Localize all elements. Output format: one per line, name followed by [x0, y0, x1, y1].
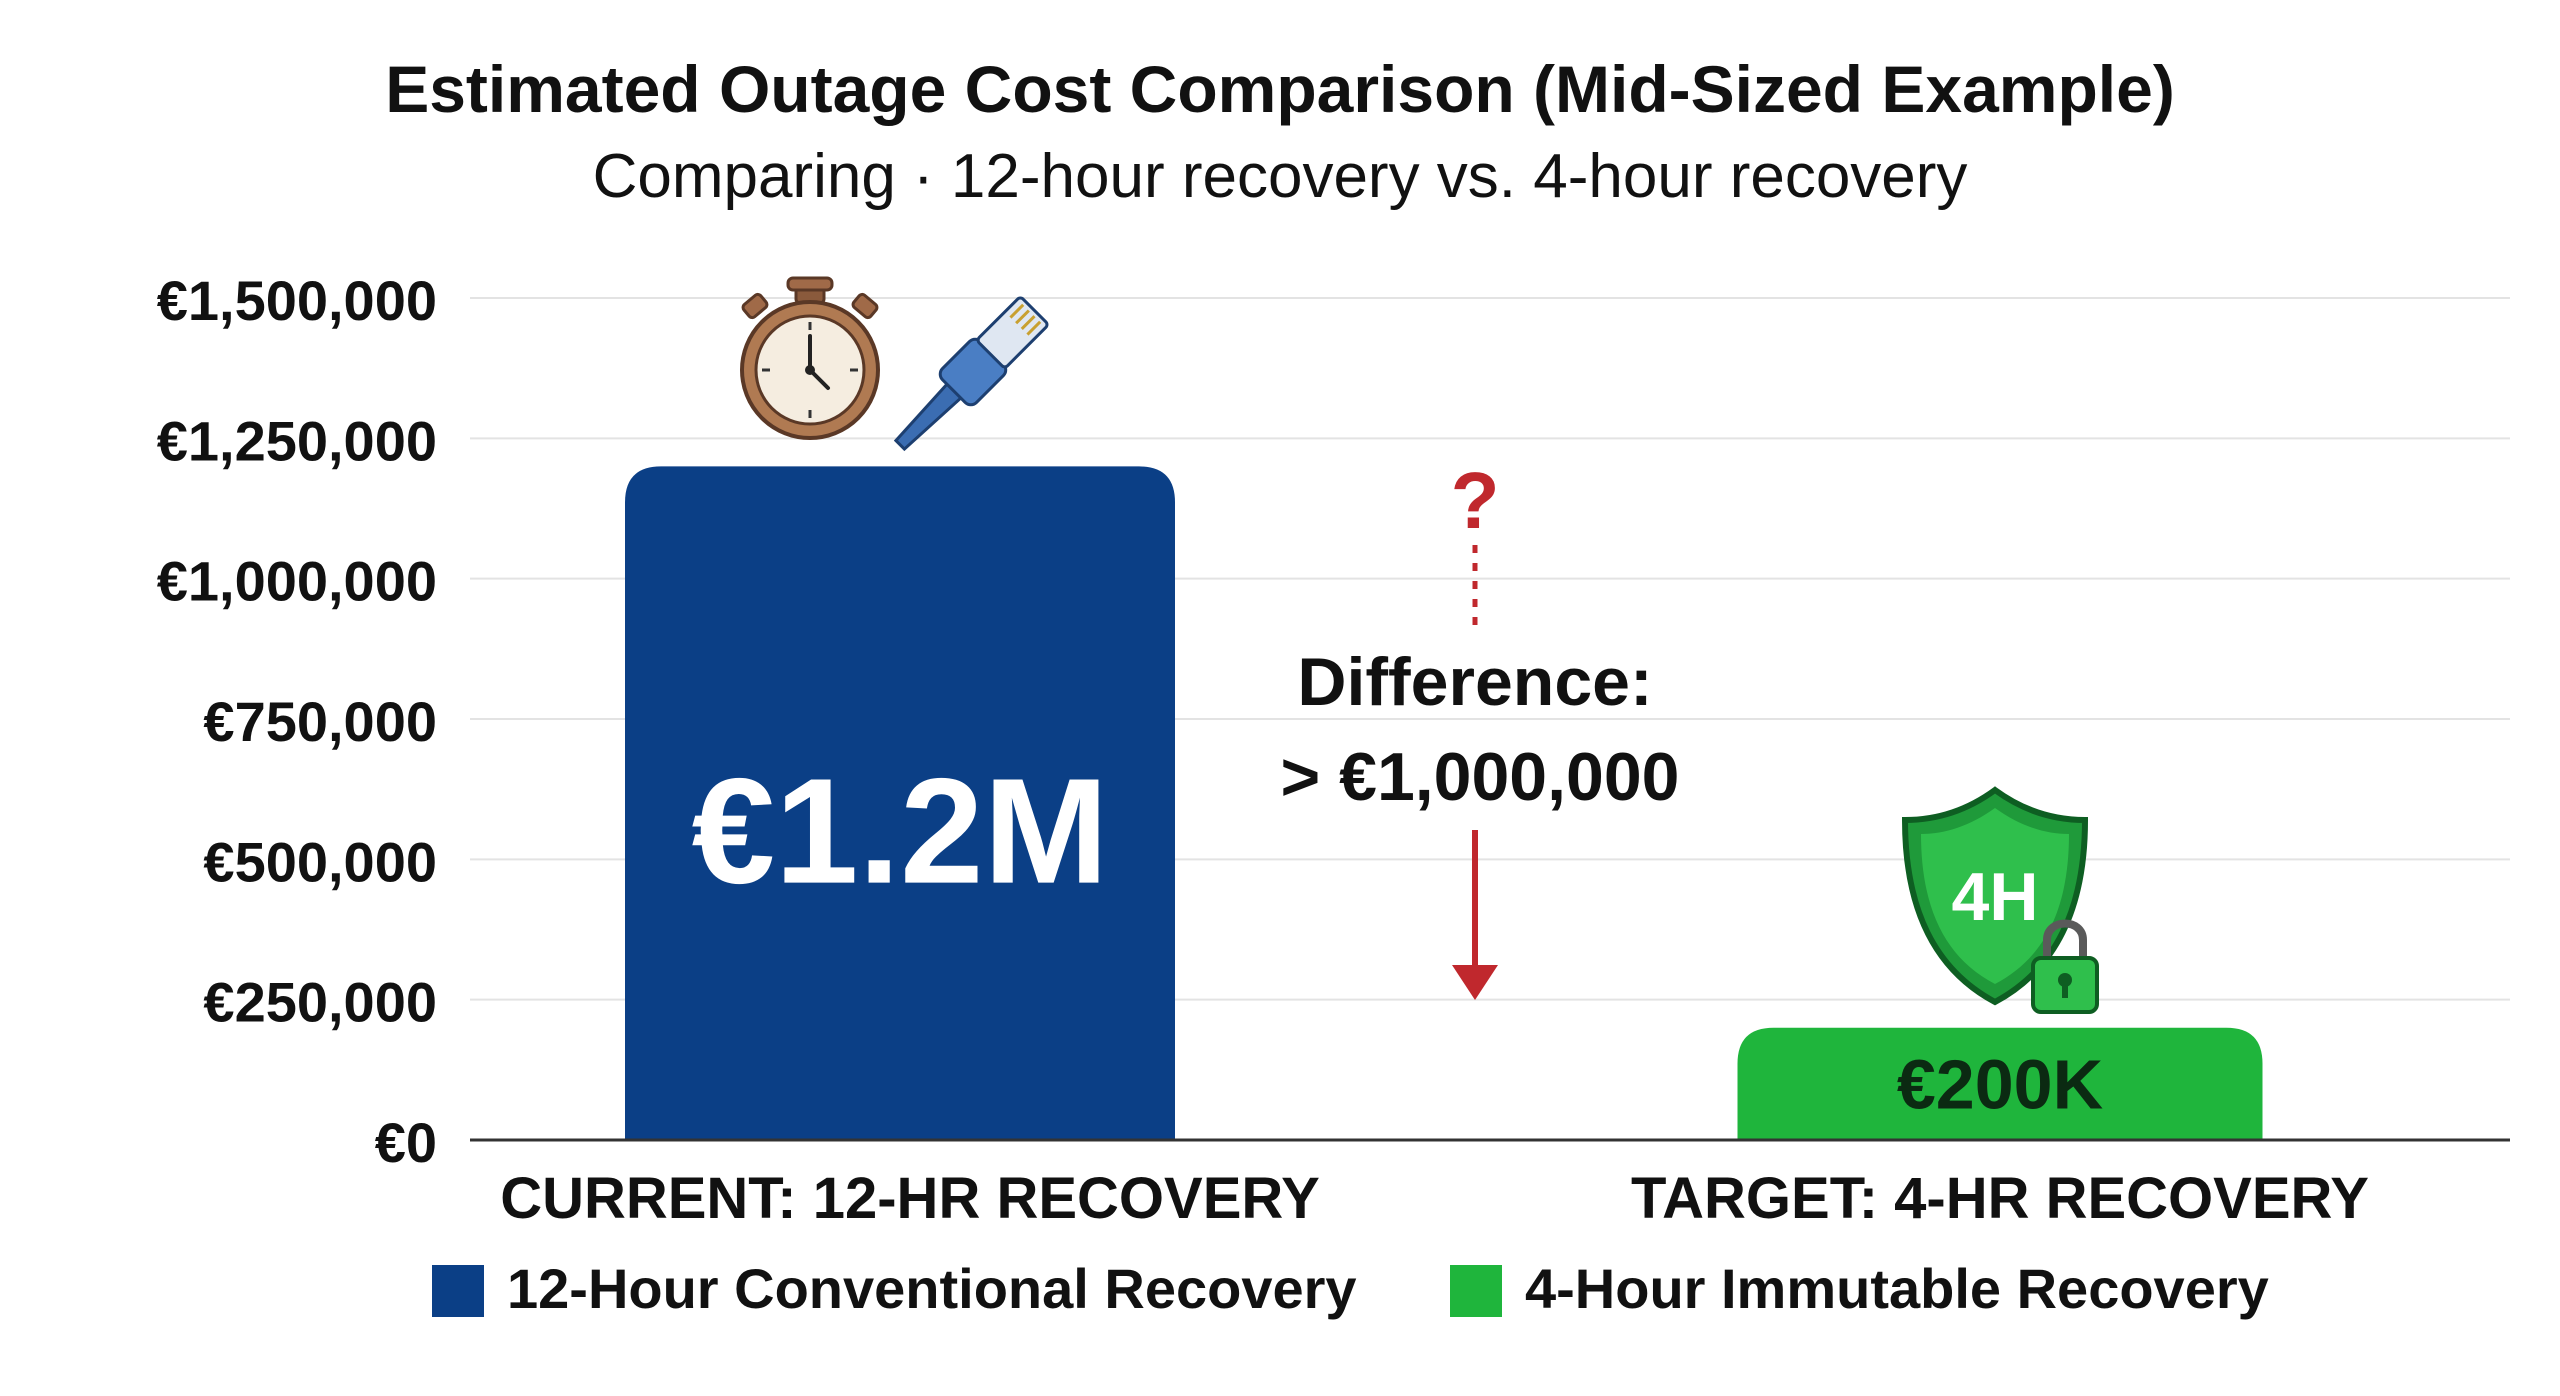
ethernet-cable-icon	[893, 296, 1049, 452]
difference-value: > €1,000,000	[1281, 739, 1680, 815]
y-tick-label: €500,000	[203, 830, 437, 893]
legend: 12-Hour Conventional Recovery 4-Hour Immu…	[432, 1257, 2269, 1320]
chart-subtitle: Comparing · 12-hour recovery vs. 4-hour …	[593, 142, 1968, 211]
shield-text: 4H	[1952, 859, 2039, 935]
y-tick-label: €1,000,000	[157, 550, 437, 613]
bar-1	[625, 466, 1175, 1140]
shield-4h-icon: 4H	[1901, 786, 2089, 1006]
legend-swatch	[432, 1265, 484, 1317]
legend-label: 4-Hour Immutable Recovery	[1525, 1257, 2269, 1320]
y-tick-label: €750,000	[203, 690, 437, 753]
x-axis-labels: CURRENT: 12-HR RECOVERY TARGET: 4-HR RECO…	[500, 1166, 2369, 1231]
legend-label: 12-Hour Conventional Recovery	[507, 1257, 1357, 1320]
stopwatch-icon	[740, 276, 880, 440]
x-tick-label: CURRENT: 12-HR RECOVERY	[500, 1166, 1320, 1231]
difference-arrow-head	[1452, 965, 1498, 1000]
bar-2	[1737, 1027, 2263, 1140]
question-mark: ?	[1451, 456, 1500, 545]
y-axis-ticks: €0 €250,000 €500,000 €750,000 €1,000,000 €1,2…	[157, 269, 437, 1174]
bars: €1.2M €200K	[625, 466, 2263, 1140]
legend-swatch	[1450, 1265, 1502, 1317]
bar-data-label: €200K	[1897, 1045, 2103, 1123]
y-tick-label: €1,250,000	[157, 409, 437, 472]
difference-label: Difference:	[1297, 644, 1652, 720]
chart-title: Estimated Outage Cost Comparison (Mid-Si…	[385, 52, 2175, 126]
y-tick-label: €250,000	[203, 971, 437, 1034]
x-tick-label: TARGET: 4-HR RECOVERY	[1631, 1166, 2369, 1231]
padlock-icon	[2031, 919, 2099, 1014]
y-tick-label: €1,500,000	[157, 269, 437, 332]
y-tick-label: €0	[375, 1111, 437, 1174]
bar-data-label: €1.2M	[692, 747, 1109, 915]
